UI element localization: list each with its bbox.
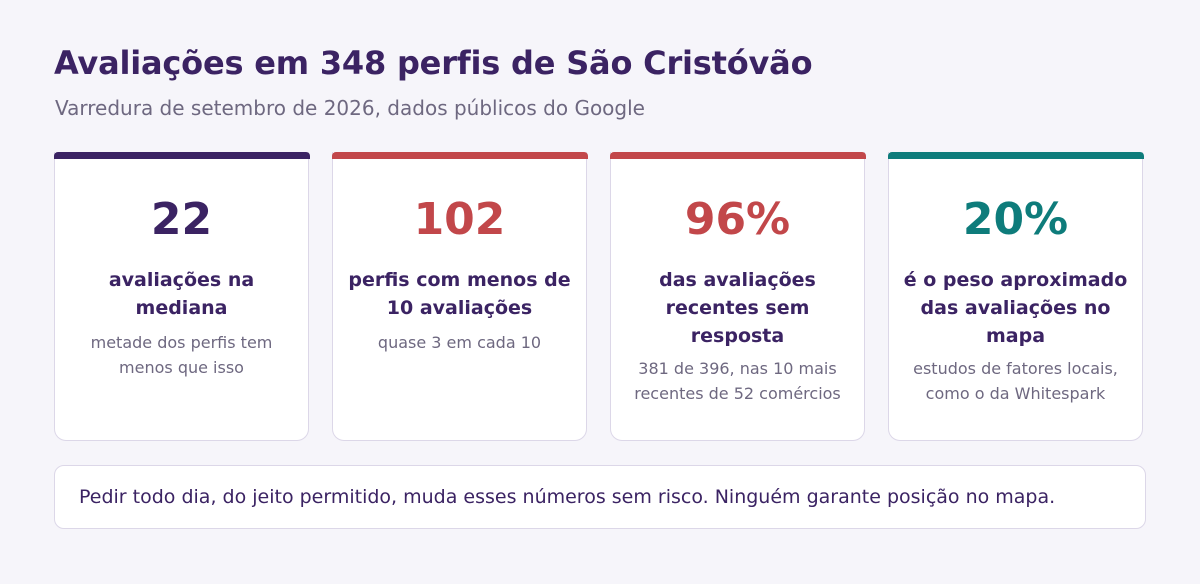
stat-label: das avaliações recentes sem resposta: [659, 269, 816, 347]
stat-value: 20%: [962, 194, 1069, 245]
stat-note: metade dos perfis tem menos que isso: [90, 333, 273, 377]
stat-note: quase 3 em cada 10: [377, 333, 542, 352]
page-subtitle: Varredura de setembro de 2026, dados púb…: [55, 96, 645, 120]
card-accent-bar: [887, 152, 1144, 159]
stat-note: estudos de fatores locais, como o da Whi…: [913, 359, 1118, 403]
stat-label: avaliações na mediana: [108, 269, 255, 319]
stat-value: 102: [413, 194, 506, 245]
card-accent-bar: [331, 152, 588, 159]
stat-card-median: 22 avaliações na mediana metade dos perf…: [53, 152, 310, 441]
stat-value: 22: [150, 194, 213, 245]
stat-card-unanswered: 96% das avaliações recentes sem resposta…: [609, 152, 866, 441]
stat-card-few-reviews: 102 perfis com menos de 10 avaliações qu…: [331, 152, 588, 441]
stat-label: perfis com menos de 10 avaliações: [348, 269, 571, 319]
stat-label: é o peso aproximado das avaliações no ma…: [903, 269, 1128, 347]
card-accent-bar: [609, 152, 866, 159]
card-accent-bar: [53, 152, 310, 159]
stat-value: 96%: [684, 194, 791, 245]
footer-callout: Pedir todo dia, do jeito permitido, muda…: [54, 465, 1146, 529]
page-title: Avaliações em 348 perfis de São Cristóvã…: [54, 44, 813, 82]
stat-card-map-weight: 20% é o peso aproximado das avaliações n…: [887, 152, 1144, 441]
footer-text: Pedir todo dia, do jeito permitido, muda…: [79, 486, 1056, 508]
stat-note: 381 de 396, nas 10 mais recentes de 52 c…: [634, 359, 841, 403]
